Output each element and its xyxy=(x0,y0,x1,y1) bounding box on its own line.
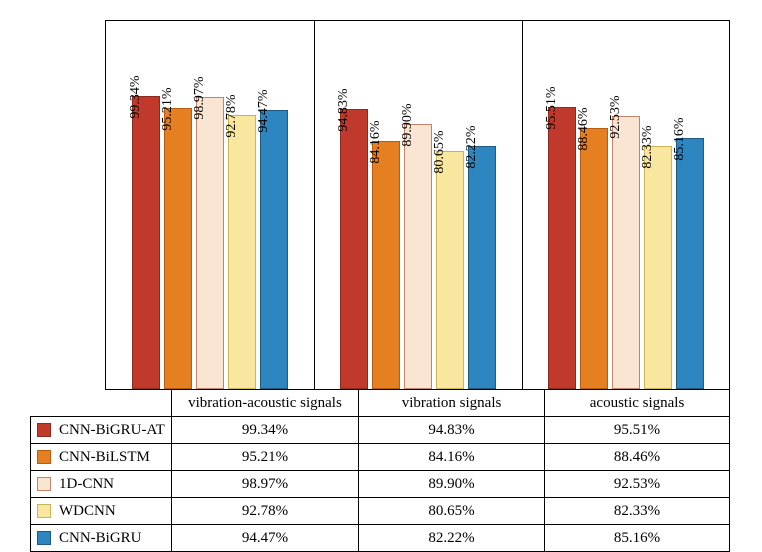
legend-swatch xyxy=(37,450,51,464)
figure-container: 99.34% 95.21% 98.97% 92.78% 94.47% xyxy=(0,0,762,547)
bar: 84.16% xyxy=(372,141,400,389)
legend-label: CNN-BiLSTM xyxy=(59,449,150,465)
table-col-header: vibration signals xyxy=(359,390,545,417)
bar-value-label: 92.78% xyxy=(224,95,242,138)
table-blank-header xyxy=(31,390,172,417)
legend-cell: 1D-CNN xyxy=(31,471,172,498)
bar: 82.22% xyxy=(468,146,496,389)
bar: 82.33% xyxy=(644,146,672,389)
legend-label: WDCNN xyxy=(59,503,116,519)
bar-value-label: 89.90% xyxy=(400,103,418,146)
legend-label: 1D-CNN xyxy=(59,476,114,492)
bar-value-label: 88.46% xyxy=(576,107,594,150)
bar-group: 99.34% 95.21% 98.97% 92.78% 94.47% xyxy=(106,21,314,389)
bar: 95.51% xyxy=(548,107,576,389)
legend-swatch xyxy=(37,477,51,491)
bar-value-label: 82.22% xyxy=(464,126,482,169)
legend-swatch xyxy=(37,423,51,437)
table-col-header: acoustic signals xyxy=(545,390,730,417)
table-cell: 82.33% xyxy=(545,498,730,525)
legend-label: CNN-BiGRU-AT xyxy=(59,422,165,438)
bar: 94.83% xyxy=(340,109,368,389)
legend-cell: CNN-BiGRU-AT xyxy=(31,417,172,444)
data-table-area: vibration-acoustic signals vibration sig… xyxy=(30,390,730,552)
bar: 95.21% xyxy=(164,108,192,389)
legend-cell: CNN-BiLSTM xyxy=(31,444,172,471)
table-cell: 95.51% xyxy=(545,417,730,444)
bar: 85.16% xyxy=(676,138,704,389)
bar-value-label: 82.33% xyxy=(640,126,658,169)
bars-row: 94.83% 84.16% 89.90% 80.65% 82.22% xyxy=(314,21,522,389)
legend-swatch xyxy=(37,531,51,545)
table-cell: 80.65% xyxy=(359,498,545,525)
table-cell: 92.53% xyxy=(545,471,730,498)
table-col-header: vibration-acoustic signals xyxy=(171,390,358,417)
table-header-row: vibration-acoustic signals vibration sig… xyxy=(31,390,730,417)
table-row: CNN-BiGRU-AT 99.34% 94.83% 95.51% xyxy=(31,417,730,444)
bar-value-label: 94.83% xyxy=(336,89,354,132)
bars-row: 99.34% 95.21% 98.97% 92.78% 94.47% xyxy=(106,21,314,389)
bar-group: 95.51% 88.46% 92.53% 82.33% 85.16% xyxy=(522,21,730,389)
table-cell: 98.97% xyxy=(171,471,358,498)
bar: 94.47% xyxy=(260,110,288,389)
legend-label: CNN-BiGRU xyxy=(59,530,142,546)
bar-value-label: 92.53% xyxy=(608,95,626,138)
table-cell: 99.34% xyxy=(171,417,358,444)
table-cell: 94.83% xyxy=(359,417,545,444)
bar: 89.90% xyxy=(404,124,432,389)
bar: 98.97% xyxy=(196,97,224,389)
table-row: CNN-BiLSTM 95.21% 84.16% 88.46% xyxy=(31,444,730,471)
bar-value-label: 85.16% xyxy=(672,117,690,160)
bar-value-label: 84.16% xyxy=(368,120,386,163)
table-cell: 92.78% xyxy=(171,498,358,525)
table-cell: 89.90% xyxy=(359,471,545,498)
legend-cell: WDCNN xyxy=(31,498,172,525)
table-row: 1D-CNN 98.97% 89.90% 92.53% xyxy=(31,471,730,498)
chart-area: 99.34% 95.21% 98.97% 92.78% 94.47% xyxy=(105,20,730,390)
data-table: vibration-acoustic signals vibration sig… xyxy=(30,390,730,552)
bar: 92.53% xyxy=(612,116,640,389)
table-cell: 84.16% xyxy=(359,444,545,471)
table-cell: 85.16% xyxy=(545,525,730,552)
bar: 88.46% xyxy=(580,128,608,389)
table-cell: 82.22% xyxy=(359,525,545,552)
bars-row: 95.51% 88.46% 92.53% 82.33% 85.16% xyxy=(522,21,730,389)
table-row: CNN-BiGRU 94.47% 82.22% 85.16% xyxy=(31,525,730,552)
bar: 80.65% xyxy=(436,151,464,389)
table-cell: 94.47% xyxy=(171,525,358,552)
legend-swatch xyxy=(37,504,51,518)
table-cell: 88.46% xyxy=(545,444,730,471)
bar-group: 94.83% 84.16% 89.90% 80.65% 82.22% xyxy=(314,21,522,389)
table-row: WDCNN 92.78% 80.65% 82.33% xyxy=(31,498,730,525)
legend-cell: CNN-BiGRU xyxy=(31,525,172,552)
bar-value-label: 94.47% xyxy=(256,90,274,133)
bar-value-label: 95.51% xyxy=(544,87,562,130)
bar-value-label: 80.65% xyxy=(432,131,450,174)
bar-value-label: 99.34% xyxy=(128,75,146,118)
bar-value-label: 98.97% xyxy=(192,76,210,119)
table-cell: 95.21% xyxy=(171,444,358,471)
bar: 99.34% xyxy=(132,96,160,389)
bar: 92.78% xyxy=(228,115,256,389)
bar-value-label: 95.21% xyxy=(160,88,178,131)
